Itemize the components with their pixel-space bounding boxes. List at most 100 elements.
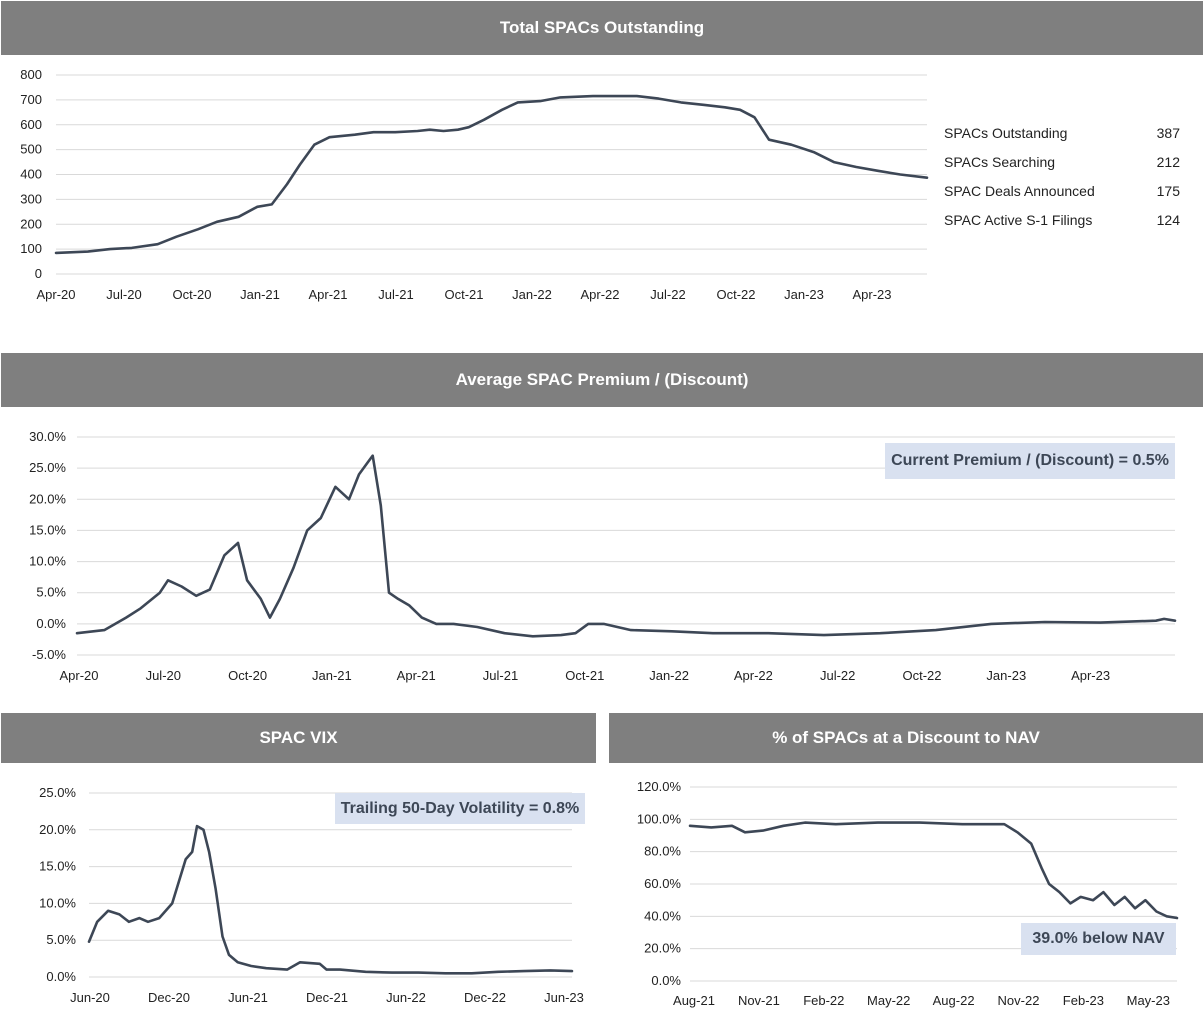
y-tick-label: 5.0% bbox=[36, 585, 66, 600]
x-tick-label: Dec-20 bbox=[148, 990, 190, 1005]
premium-title: Average SPAC Premium / (Discount) bbox=[455, 370, 749, 389]
y-tick-label: 25.0% bbox=[29, 460, 66, 475]
discount-callout-text: 39.0% below NAV bbox=[1032, 930, 1165, 947]
stat-value: 124 bbox=[1156, 211, 1180, 228]
y-tick-label: 80.0% bbox=[644, 844, 681, 859]
x-tick-label: Jan-22 bbox=[512, 287, 552, 302]
y-tick-label: 500 bbox=[20, 142, 42, 157]
premium-title-banner: Average SPAC Premium / (Discount) bbox=[1, 353, 1203, 407]
y-tick-label: 0.0% bbox=[46, 969, 76, 984]
series-line bbox=[688, 821, 1179, 920]
y-tick-label: 800 bbox=[20, 67, 42, 82]
x-tick-label: Apr-23 bbox=[1071, 668, 1110, 683]
x-tick-label: Apr-20 bbox=[59, 668, 98, 683]
y-tick-label: 700 bbox=[20, 92, 42, 107]
y-tick-label: 10.0% bbox=[39, 895, 76, 910]
x-tick-label: Jul-21 bbox=[483, 668, 518, 683]
y-tick-label: 40.0% bbox=[644, 908, 681, 923]
stat-label: SPACs Outstanding bbox=[944, 124, 1068, 141]
outstanding-title: Total SPACs Outstanding bbox=[499, 18, 705, 37]
x-tick-label: Oct-20 bbox=[228, 668, 267, 683]
stats-table: SPACs Outstanding 387 SPACs Searching 21… bbox=[944, 118, 1180, 234]
x-tick-label: Jul-22 bbox=[820, 668, 855, 683]
x-tick-label: Dec-22 bbox=[464, 990, 506, 1005]
y-tick-label: 200 bbox=[20, 216, 42, 231]
x-tick-label: Jun-23 bbox=[544, 990, 584, 1005]
vix-title: SPAC VIX bbox=[259, 728, 338, 747]
stat-value: 175 bbox=[1156, 182, 1180, 199]
x-tick-label: Nov-21 bbox=[738, 993, 780, 1008]
vix-callout-text: Trailing 50-Day Volatility = 0.8% bbox=[340, 799, 580, 817]
x-tick-label: Jun-20 bbox=[70, 990, 110, 1005]
y-tick-label: 10.0% bbox=[29, 554, 66, 569]
series-line bbox=[75, 454, 1177, 638]
y-tick-label: 120.0% bbox=[637, 779, 682, 794]
x-tick-label: Jan-23 bbox=[784, 287, 824, 302]
y-tick-label: 100.0% bbox=[637, 811, 682, 826]
stat-value: 212 bbox=[1156, 153, 1180, 170]
vix-callout: Trailing 50-Day Volatility = 0.8% bbox=[335, 793, 585, 824]
x-tick-label: Aug-21 bbox=[673, 993, 715, 1008]
discount-title: % of SPACs at a Discount to NAV bbox=[772, 728, 1040, 747]
series-line bbox=[54, 94, 929, 255]
x-tick-label: Apr-20 bbox=[36, 287, 75, 302]
x-tick-label: Nov-22 bbox=[998, 993, 1040, 1008]
y-tick-label: 20.0% bbox=[39, 822, 76, 837]
y-tick-label: 20.0% bbox=[644, 941, 681, 956]
y-tick-label: -5.0% bbox=[32, 647, 66, 662]
y-tick-label: 25.0% bbox=[39, 785, 76, 800]
x-tick-label: Jan-23 bbox=[986, 668, 1026, 683]
x-tick-label: Oct-21 bbox=[565, 668, 604, 683]
y-tick-label: 15.0% bbox=[39, 859, 76, 874]
x-tick-label: Oct-22 bbox=[902, 668, 941, 683]
x-tick-label: Jul-20 bbox=[146, 668, 181, 683]
x-tick-label: Apr-23 bbox=[852, 287, 891, 302]
x-tick-label: Oct-22 bbox=[716, 287, 755, 302]
premium-callout-text: Current Premium / (Discount) = 0.5% bbox=[891, 452, 1169, 469]
y-tick-label: 60.0% bbox=[644, 876, 681, 891]
x-tick-label: Apr-21 bbox=[397, 668, 436, 683]
y-tick-label: 0 bbox=[35, 266, 42, 281]
x-tick-label: Jul-22 bbox=[650, 287, 685, 302]
outstanding-title-banner: Total SPACs Outstanding bbox=[1, 1, 1203, 55]
premium-callout: Current Premium / (Discount) = 0.5% bbox=[885, 443, 1175, 479]
x-tick-label: Jul-20 bbox=[106, 287, 141, 302]
stat-label: SPACs Searching bbox=[944, 153, 1056, 170]
x-tick-label: Jul-21 bbox=[378, 287, 413, 302]
x-tick-label: Apr-21 bbox=[308, 287, 347, 302]
discount-title-banner: % of SPACs at a Discount to NAV bbox=[609, 713, 1203, 763]
x-tick-label: Apr-22 bbox=[580, 287, 619, 302]
y-tick-label: 15.0% bbox=[29, 522, 66, 537]
x-tick-label: Aug-22 bbox=[933, 993, 975, 1008]
stat-value: 387 bbox=[1156, 124, 1180, 141]
discount-callout: 39.0% below NAV bbox=[1021, 923, 1176, 955]
x-tick-label: Jun-21 bbox=[228, 990, 268, 1005]
y-tick-label: 100 bbox=[20, 241, 42, 256]
stat-row-s1-filings: SPAC Active S-1 Filings 124 bbox=[944, 205, 1180, 234]
y-tick-label: 0.0% bbox=[36, 616, 66, 631]
y-tick-label: 5.0% bbox=[46, 932, 76, 947]
y-tick-label: 0.0% bbox=[651, 973, 681, 988]
y-tick-label: 300 bbox=[20, 191, 42, 206]
x-tick-label: Apr-22 bbox=[734, 668, 773, 683]
x-tick-label: Feb-23 bbox=[1063, 993, 1104, 1008]
x-tick-label: Jan-21 bbox=[240, 287, 280, 302]
y-tick-label: 600 bbox=[20, 117, 42, 132]
y-tick-label: 20.0% bbox=[29, 491, 66, 506]
stat-row-outstanding: SPACs Outstanding 387 bbox=[944, 118, 1180, 147]
x-tick-label: Jan-21 bbox=[312, 668, 352, 683]
x-tick-label: Jun-22 bbox=[386, 990, 426, 1005]
y-tick-label: 30.0% bbox=[29, 429, 66, 444]
stat-label: SPAC Active S-1 Filings bbox=[944, 211, 1093, 228]
x-tick-label: Feb-22 bbox=[803, 993, 844, 1008]
x-tick-label: Jan-22 bbox=[649, 668, 689, 683]
x-tick-label: May-23 bbox=[1127, 993, 1170, 1008]
series-line bbox=[87, 824, 574, 975]
x-tick-label: Oct-21 bbox=[444, 287, 483, 302]
x-tick-label: Oct-20 bbox=[172, 287, 211, 302]
stat-row-searching: SPACs Searching 212 bbox=[944, 147, 1180, 176]
stat-row-deals-announced: SPAC Deals Announced 175 bbox=[944, 176, 1180, 205]
stat-label: SPAC Deals Announced bbox=[944, 182, 1095, 199]
x-tick-label: May-22 bbox=[867, 993, 910, 1008]
x-tick-label: Dec-21 bbox=[306, 990, 348, 1005]
